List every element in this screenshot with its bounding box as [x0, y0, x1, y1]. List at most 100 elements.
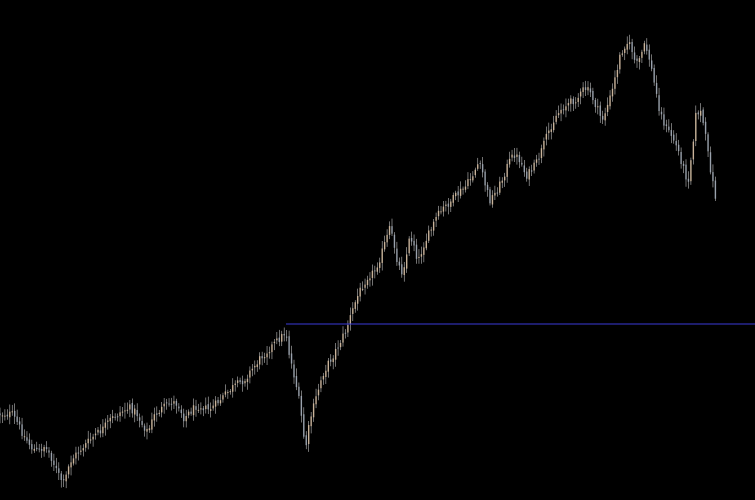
candle-body-down	[330, 359, 332, 362]
candle-body-up	[579, 91, 582, 97]
candle-body-up	[227, 392, 229, 394]
candle-body-down	[393, 234, 396, 248]
candle-body-up	[332, 358, 334, 363]
candle-body-up	[628, 42, 631, 45]
candle-body-up	[339, 343, 342, 348]
candle-body-down	[562, 109, 565, 111]
candle-body-up	[205, 405, 207, 410]
candle-body-up	[158, 412, 160, 414]
candle-body-up	[700, 110, 702, 116]
candle-body-up	[560, 109, 562, 114]
candle-body-up	[418, 256, 420, 258]
candle-body-up	[65, 474, 67, 482]
candle-body-up	[187, 411, 190, 416]
candle-body-up	[606, 104, 609, 113]
candle-body-down	[168, 403, 170, 405]
candle-body-up	[244, 381, 246, 384]
candle-body-up	[224, 391, 227, 395]
candle-body-up	[33, 448, 35, 451]
candle-body-down	[136, 410, 138, 417]
candle-body-down	[38, 448, 40, 450]
candle-body-down	[48, 450, 50, 453]
candle-body-up	[511, 154, 513, 158]
candle-body-up	[533, 162, 535, 171]
candle-body-up	[550, 129, 552, 132]
candle-body-down	[675, 140, 677, 146]
candle-body-up	[249, 370, 251, 378]
candle-body-up	[185, 416, 187, 422]
candle-body-down	[714, 180, 717, 199]
candle-body-up	[555, 115, 557, 122]
candle-body-down	[344, 332, 347, 334]
candle-body-up	[271, 344, 273, 353]
candle-body-down	[141, 421, 143, 425]
candle-body-up	[499, 181, 501, 193]
candle-body-up	[92, 436, 94, 440]
candle-body-down	[636, 58, 638, 61]
candle-body-down	[655, 82, 658, 94]
candle-body-up	[349, 315, 352, 325]
candle-body-up	[379, 262, 381, 268]
candle-body-up	[545, 133, 548, 140]
candle-body-down	[195, 406, 197, 410]
candle-body-up	[1, 415, 4, 417]
candle-body-down	[592, 90, 594, 101]
candle-body-down	[165, 402, 168, 404]
candle-body-down	[479, 162, 481, 164]
candle-body-up	[200, 408, 202, 410]
candle-body-up	[432, 221, 435, 231]
candle-body-up	[281, 334, 283, 342]
candle-body-up	[582, 87, 584, 92]
candle-body-up	[161, 406, 163, 413]
candle-body-down	[697, 112, 699, 115]
candle-body-up	[616, 70, 619, 78]
candle-body-down	[707, 134, 709, 152]
candle-body-down	[138, 417, 141, 421]
candle-body-down	[40, 449, 43, 451]
candle-body-up	[540, 148, 543, 159]
candle-body-down	[300, 395, 303, 416]
candle-body-up	[43, 447, 45, 452]
candle-body-down	[685, 164, 687, 180]
candle-body-down	[305, 435, 307, 446]
candle-body-down	[415, 244, 418, 259]
candle-body-down	[584, 87, 587, 90]
candle-body-up	[4, 415, 6, 417]
candle-body-up	[445, 204, 447, 206]
candle-body-up	[388, 226, 391, 235]
candle-body-down	[401, 264, 403, 275]
candle-body-down	[183, 413, 185, 422]
candle-body-down	[207, 404, 209, 410]
candle-body-up	[134, 408, 136, 415]
candle-body-down	[293, 364, 295, 378]
candle-body-up	[361, 288, 364, 290]
candle-body-up	[420, 254, 423, 257]
candle-body-down	[633, 52, 636, 60]
candle-body-up	[464, 186, 467, 190]
candle-body-up	[557, 113, 560, 116]
candle-body-down	[290, 353, 293, 364]
candle-body-up	[369, 278, 371, 281]
candle-body-down	[99, 430, 102, 434]
candle-body-up	[89, 439, 92, 441]
candle-body-down	[60, 473, 62, 480]
candle-body-down	[298, 386, 300, 396]
candle-body-down	[53, 460, 55, 465]
candle-body-up	[506, 163, 508, 177]
candle-body-down	[663, 114, 665, 126]
candle-body-down	[538, 158, 540, 160]
candle-body-down	[285, 336, 288, 338]
candle-body-down	[572, 98, 574, 105]
candle-body-down	[114, 416, 116, 418]
candle-body-up	[315, 396, 317, 405]
candle-body-up	[357, 296, 359, 304]
candle-body-up	[347, 325, 349, 333]
candle-body-down	[704, 121, 707, 134]
candle-body-up	[570, 98, 572, 104]
candle-body-down	[521, 162, 523, 165]
candle-body-up	[163, 403, 165, 407]
candle-body-up	[263, 357, 266, 359]
candle-body-up	[543, 140, 545, 150]
candle-body-down	[21, 424, 23, 436]
